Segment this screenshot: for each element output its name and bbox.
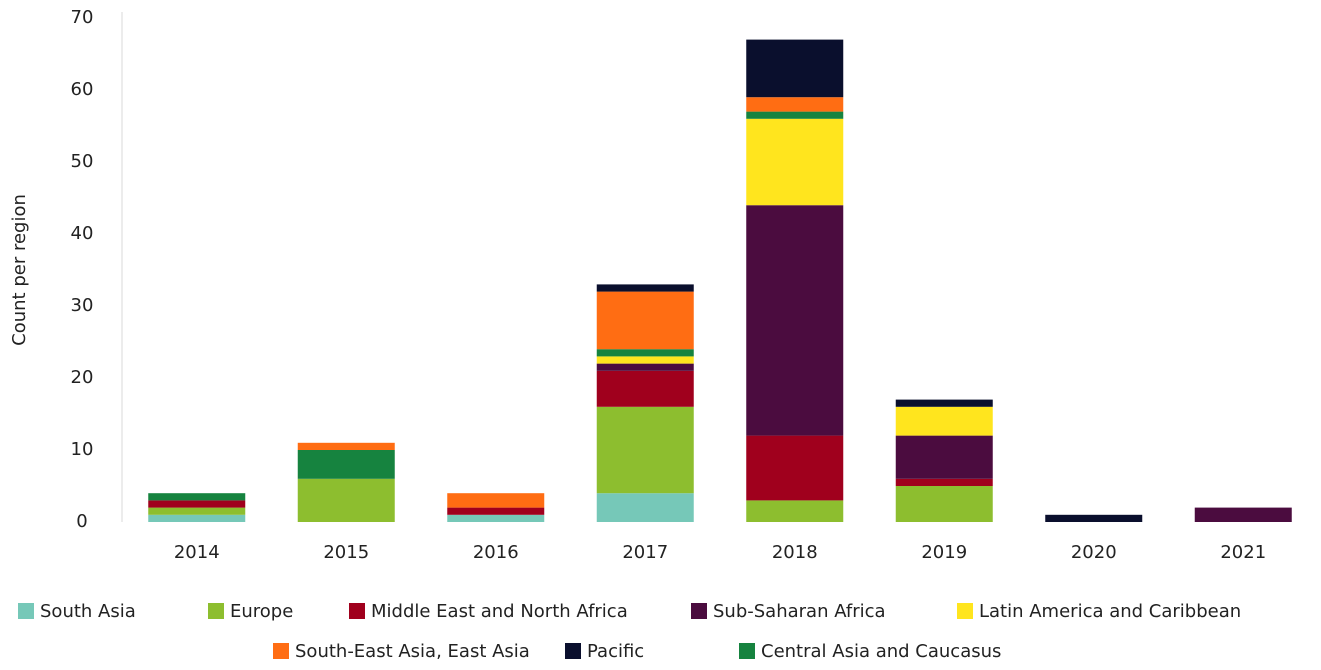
legend-swatch: [18, 603, 34, 619]
bar-segment: [746, 500, 844, 522]
bar-segment: [596, 356, 694, 364]
bar-segment: [746, 97, 844, 112]
y-tick-label: 50: [71, 151, 94, 172]
y-tick-label: 30: [71, 295, 94, 316]
bar-segment: [895, 478, 993, 486]
bar-segment: [447, 493, 545, 508]
bar-segment: [596, 284, 694, 292]
bar-segment: [447, 514, 545, 522]
bar-segment: [297, 442, 395, 450]
bar-segment: [297, 450, 395, 479]
legend-label: Middle East and North Africa: [371, 601, 628, 622]
legend-label: Sub-Saharan Africa: [713, 601, 886, 622]
legend-swatch: [739, 643, 755, 659]
legend-label: Central Asia and Caucasus: [761, 641, 1001, 662]
bar-segment: [895, 435, 993, 479]
bar-segment: [746, 118, 844, 206]
x-tick-label: 2021: [1220, 542, 1266, 563]
x-tick-label: 2020: [1071, 542, 1117, 563]
y-tick-label: 60: [71, 79, 94, 100]
legend-label: Latin America and Caribbean: [979, 601, 1241, 622]
legend-label: South-East Asia, East Asia: [295, 641, 530, 662]
y-tick-label: 20: [71, 367, 94, 388]
bar-segment: [148, 493, 246, 501]
bar-segment: [746, 111, 844, 119]
legend-swatch: [349, 603, 365, 619]
x-tick-label: 2016: [473, 542, 519, 563]
y-tick-label: 70: [71, 7, 94, 28]
bar-segment: [596, 349, 694, 357]
legend-swatch: [565, 643, 581, 659]
bar-segment: [1194, 507, 1292, 522]
bar-segment: [1045, 514, 1143, 522]
legend-swatch: [273, 643, 289, 659]
bar-segment: [895, 486, 993, 522]
x-tick-label: 2017: [622, 542, 668, 563]
legend-label: Europe: [230, 601, 293, 622]
x-tick-label: 2015: [323, 542, 369, 563]
legend-swatch: [691, 603, 707, 619]
bar-segment: [746, 435, 844, 501]
y-tick-label: 40: [71, 223, 94, 244]
bar-segment: [148, 500, 246, 508]
bar-segment: [746, 205, 844, 436]
bar-segment: [895, 406, 993, 436]
legend-swatch: [208, 603, 224, 619]
x-tick-label: 2018: [772, 542, 818, 563]
bar-segment: [596, 370, 694, 407]
bar-segment: [596, 291, 694, 350]
x-tick-label: 2014: [174, 542, 220, 563]
y-tick-label: 10: [71, 439, 94, 460]
legend-swatch: [957, 603, 973, 619]
bar-segment: [596, 493, 694, 522]
bar-segment: [895, 399, 993, 407]
bar-segment: [596, 406, 694, 494]
bar-segment: [148, 514, 246, 522]
bar-segment: [148, 507, 246, 515]
y-tick-label: 0: [76, 511, 87, 532]
legend-label: South Asia: [40, 601, 136, 622]
bar-segment: [297, 478, 395, 522]
x-tick-label: 2019: [921, 542, 967, 563]
y-axis-label: Count per region: [9, 194, 30, 346]
legend-label: Pacific: [587, 641, 644, 662]
bar-segment: [447, 507, 545, 515]
bar-segment: [746, 39, 844, 98]
bar-segment: [596, 363, 694, 371]
